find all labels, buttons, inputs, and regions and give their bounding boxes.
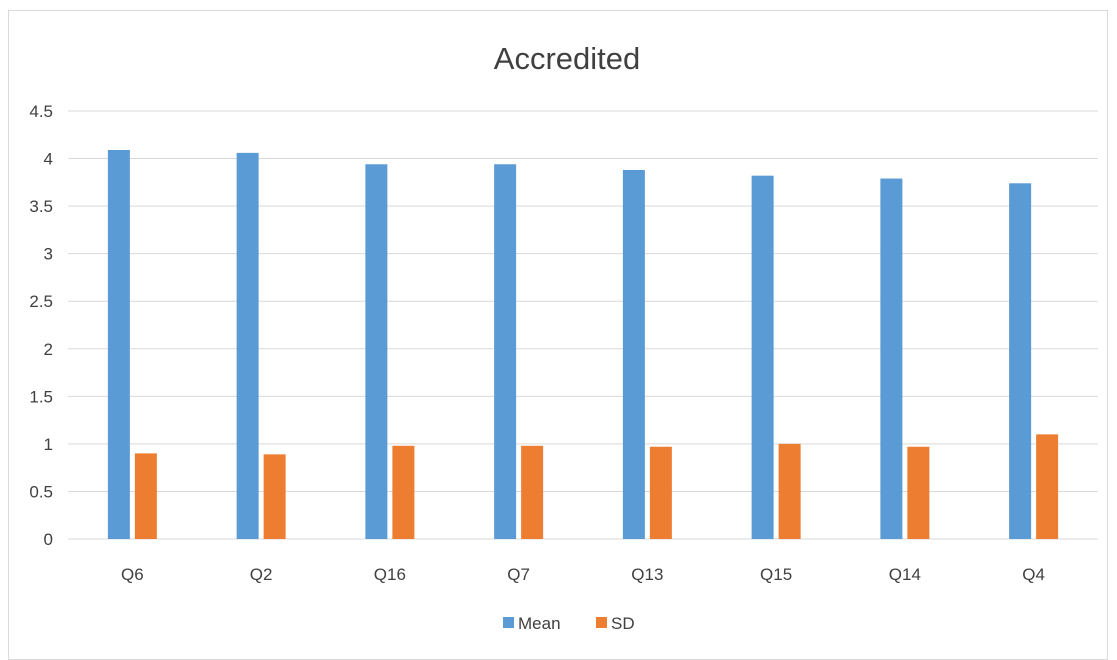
y-tick-label: 4	[44, 150, 53, 169]
bar-sd-q2	[263, 454, 286, 539]
legend-swatch-sd	[596, 617, 607, 628]
chart-frame	[8, 10, 1108, 660]
y-tick-label: 2.5	[29, 292, 53, 311]
bar-mean-q15	[751, 175, 774, 540]
x-tick-label: Q7	[507, 565, 530, 584]
legend: Mean SD	[503, 614, 635, 633]
bar-mean-q14	[880, 178, 903, 540]
y-tick-label: 3	[44, 245, 53, 264]
bar-sd-q6	[134, 453, 157, 539]
x-tick-label: Q6	[121, 565, 144, 584]
legend-label-mean: Mean	[518, 614, 561, 633]
bar-sd-q4	[1036, 434, 1059, 539]
x-tick-label: Q16	[374, 565, 406, 584]
bar-mean-q2	[236, 152, 259, 540]
y-tick-label: 1	[44, 435, 53, 454]
x-axis-tick-labels: Q6 Q2 Q16 Q7 Q13 Q15 Q14 Q4	[121, 565, 1045, 584]
y-axis-tick-labels: 0 0.5 1 1.5 2 2.5 3 3.5 4 4.5	[29, 102, 53, 549]
y-tick-label: 2	[44, 340, 53, 359]
x-tick-label: Q15	[760, 565, 792, 584]
bar-sd-q13	[649, 446, 672, 539]
bar-mean-q4	[1009, 183, 1032, 540]
x-tick-label: Q4	[1022, 565, 1045, 584]
bar-mean-q13	[622, 169, 645, 540]
y-tick-label: 0.5	[29, 482, 53, 501]
gridlines	[68, 110, 1098, 540]
x-tick-label: Q14	[889, 565, 921, 584]
y-tick-label: 0	[44, 530, 53, 549]
bar-sd-q16	[392, 445, 415, 539]
bar-sd-q7	[521, 445, 544, 539]
y-tick-label: 4.5	[29, 102, 53, 121]
x-tick-label: Q2	[250, 565, 273, 584]
y-tick-label: 1.5	[29, 387, 53, 406]
legend-swatch-mean	[503, 617, 514, 628]
y-tick-label: 3.5	[29, 197, 53, 216]
bar-sd-q14	[907, 446, 930, 539]
x-tick-label: Q13	[631, 565, 663, 584]
bar-sd-q15	[778, 443, 801, 539]
legend-label-sd: SD	[611, 614, 635, 633]
chart-title: Accredited	[494, 41, 640, 76]
bars	[107, 149, 1059, 540]
bar-mean-q16	[365, 164, 388, 540]
bar-mean-q7	[494, 164, 517, 540]
bar-mean-q6	[107, 149, 130, 540]
